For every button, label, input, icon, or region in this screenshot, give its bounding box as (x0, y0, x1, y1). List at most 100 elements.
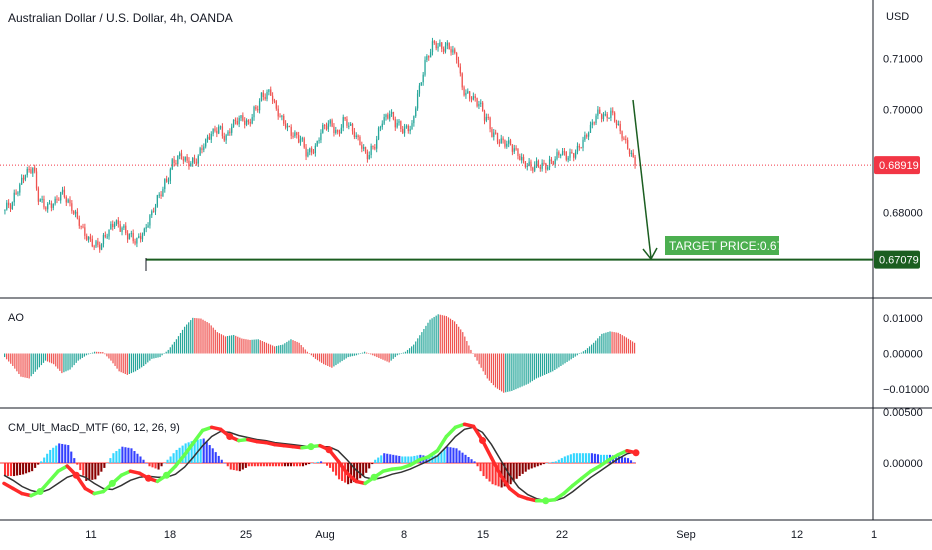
candle-body (99, 244, 101, 250)
candle-body (307, 152, 309, 157)
candle-body (218, 126, 220, 134)
candle-body (351, 123, 354, 132)
macd-line-segment (552, 491, 566, 502)
ao-bar (329, 353, 331, 367)
ao-bar (276, 345, 278, 354)
ao-bar (159, 353, 161, 358)
ao-bar (228, 335, 231, 354)
candle-body (363, 146, 365, 149)
macd-hist-bar (434, 455, 437, 463)
ao-bar (10, 353, 12, 364)
macd-hist-bar (356, 463, 359, 481)
ao-bar (292, 340, 294, 354)
ao-bar (484, 353, 486, 375)
candle-body (100, 243, 103, 250)
ao-bar (245, 339, 247, 354)
candle-body (158, 194, 160, 196)
macd-hist-bar (316, 461, 320, 463)
ao-bar (519, 353, 521, 388)
candle-body (203, 146, 205, 150)
ao-bar (560, 353, 562, 366)
ao-bar (46, 353, 49, 362)
ao-bar (183, 326, 186, 354)
macd-hist-bar (329, 463, 332, 468)
ao-bar (501, 353, 503, 392)
ao-bar (63, 353, 65, 373)
ao-bar (128, 353, 130, 375)
ao-bar (169, 347, 171, 354)
macd-hist-bar (163, 463, 166, 464)
ao-bar (394, 353, 396, 358)
candle-body (301, 138, 303, 140)
candle-body (552, 161, 554, 165)
candle-body (348, 125, 350, 127)
ao-bar (312, 353, 315, 358)
candle-body (600, 113, 603, 120)
candle-body (138, 236, 140, 238)
candle-body (591, 122, 593, 125)
ao-bar (396, 353, 398, 356)
ao-bar (30, 353, 32, 377)
chart-title: Australian Dollar / U.S. Dollar, 4h, OAN… (8, 11, 233, 25)
candle-body (294, 132, 296, 137)
candle-body (431, 41, 434, 53)
price-tick-label: 0.71000 (883, 53, 923, 65)
candle-body (342, 117, 344, 128)
ao-bar (145, 353, 147, 365)
ao-bar (631, 341, 634, 354)
macd-hist-bar (590, 453, 593, 463)
macd-hist-bar (250, 463, 253, 467)
candle-body (450, 49, 452, 53)
candle-body (337, 129, 339, 132)
ao-bar (204, 320, 206, 354)
candle-body (13, 192, 15, 203)
macd-hist-bar (413, 455, 416, 463)
macd-hist-bar (175, 449, 178, 463)
macd-hist-bar (365, 463, 368, 473)
candle-body (509, 140, 512, 146)
ao-bar (59, 353, 61, 371)
macd-hist-bar (25, 463, 28, 474)
macd-hist-bar (124, 447, 127, 463)
candle-body (350, 123, 352, 126)
candle-body (411, 123, 413, 130)
candle-body (26, 169, 28, 176)
ao-bar (451, 320, 454, 354)
candle-body (54, 198, 56, 204)
candle-body (498, 141, 501, 144)
macd-hist-bar (452, 447, 455, 463)
macd-hist-bar (380, 455, 383, 463)
macd-hist-bar (97, 463, 100, 476)
candle-body (418, 85, 421, 94)
projection-arrow-head (642, 247, 658, 261)
macd-hist-bar (371, 463, 374, 465)
ao-bar (83, 353, 85, 357)
macd-hist-bar (467, 457, 470, 463)
candle-body (283, 115, 285, 124)
ao-bar (417, 338, 419, 354)
ao-bar (423, 328, 425, 354)
ao-bar (472, 353, 474, 354)
ao-bar (26, 353, 28, 379)
ao-bar (20, 353, 22, 377)
candle-body (43, 198, 45, 208)
candle-body (602, 114, 605, 120)
candle-body (621, 131, 623, 139)
ao-bar (603, 333, 605, 354)
macd-hist-bar (569, 454, 572, 463)
candle-body (480, 102, 482, 104)
candle-body (534, 164, 536, 171)
macd-hist-bar (449, 447, 452, 463)
candle-body (119, 224, 121, 232)
ao-bar (181, 329, 184, 354)
candle-body (368, 154, 370, 160)
ao-bar (126, 353, 128, 375)
candle-body (193, 157, 196, 162)
macd-cross-dot (108, 479, 116, 487)
ao-bar (149, 353, 151, 361)
ao-bar (611, 331, 613, 354)
candle-body (106, 236, 108, 238)
candle-body (331, 120, 333, 127)
candle-body (467, 91, 469, 93)
ao-bar (537, 353, 540, 378)
